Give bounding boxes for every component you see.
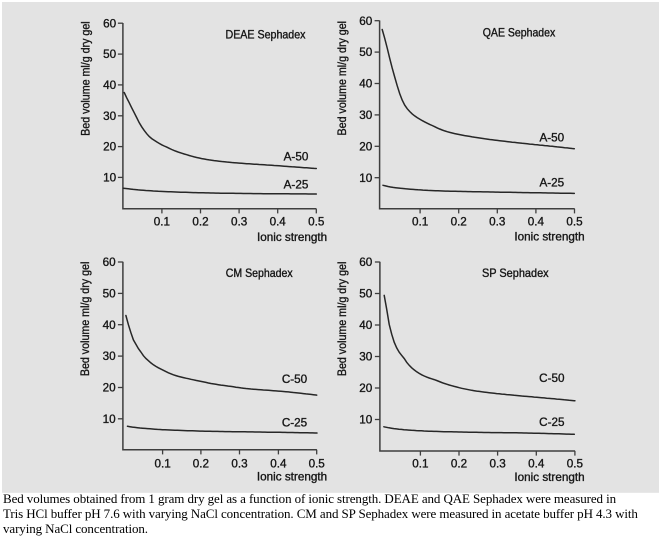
svg-text:0.4: 0.4 (270, 457, 287, 470)
svg-text:0.5: 0.5 (308, 216, 325, 229)
svg-text:A-50: A-50 (539, 132, 564, 145)
svg-text:60: 60 (359, 15, 373, 28)
svg-text:A-25: A-25 (284, 179, 309, 192)
svg-text:50: 50 (103, 48, 117, 61)
svg-text:20: 20 (359, 382, 373, 395)
svg-text:30: 30 (103, 350, 117, 363)
svg-text:40: 40 (359, 319, 373, 332)
svg-text:60: 60 (103, 17, 117, 30)
svg-text:40: 40 (103, 319, 117, 332)
svg-text:40: 40 (359, 78, 373, 91)
svg-text:0.5: 0.5 (566, 216, 583, 229)
svg-text:0.5: 0.5 (309, 457, 326, 470)
svg-text:30: 30 (359, 351, 373, 364)
svg-text:0.2: 0.2 (451, 457, 467, 470)
svg-text:0.1: 0.1 (412, 216, 428, 229)
svg-text:30: 30 (359, 109, 373, 122)
svg-text:10: 10 (103, 413, 117, 426)
svg-text:Bed volume ml/g dry gel: Bed volume ml/g dry gel (80, 21, 93, 136)
svg-text:0.3: 0.3 (231, 457, 247, 470)
svg-text:50: 50 (359, 46, 373, 59)
svg-text:0.4: 0.4 (270, 216, 287, 229)
svg-text:10: 10 (359, 414, 373, 427)
svg-text:Bed volume ml/g dry gel: Bed volume ml/g dry gel (79, 262, 92, 377)
svg-text:0.4: 0.4 (528, 216, 545, 229)
svg-text:C-50: C-50 (282, 373, 308, 386)
svg-text:0.2: 0.2 (192, 216, 208, 229)
svg-text:C-25: C-25 (282, 417, 308, 430)
svg-text:40: 40 (103, 79, 117, 92)
svg-text:60: 60 (359, 256, 373, 269)
svg-text:Ionic strength: Ionic strength (514, 231, 584, 244)
svg-text:0.4: 0.4 (528, 457, 545, 470)
svg-text:Ionic strength: Ionic strength (514, 471, 584, 484)
svg-text:20: 20 (103, 382, 117, 395)
svg-text:30: 30 (103, 110, 117, 123)
svg-text:C-50: C-50 (539, 372, 565, 385)
svg-text:DEAE Sephadex: DEAE Sephadex (226, 28, 306, 41)
svg-text:A-50: A-50 (284, 150, 309, 163)
svg-text:0.2: 0.2 (193, 457, 209, 470)
svg-text:0.3: 0.3 (489, 457, 505, 470)
svg-text:C-25: C-25 (539, 416, 565, 429)
svg-text:60: 60 (103, 256, 117, 269)
svg-text:QAE Sephadex: QAE Sephadex (483, 27, 556, 40)
svg-text:0.2: 0.2 (451, 216, 467, 229)
svg-text:0.1: 0.1 (412, 457, 428, 470)
svg-text:50: 50 (359, 288, 373, 301)
svg-text:10: 10 (359, 172, 373, 185)
svg-text:A-25: A-25 (539, 176, 564, 189)
svg-text:10: 10 (103, 172, 117, 185)
svg-text:20: 20 (359, 140, 373, 153)
svg-text:0.3: 0.3 (489, 216, 505, 229)
svg-text:Bed volume ml/g dry gel: Bed volume ml/g dry gel (336, 262, 349, 377)
svg-text:0.1: 0.1 (154, 457, 170, 470)
svg-text:20: 20 (103, 141, 117, 154)
svg-text:Ionic strength: Ionic strength (257, 231, 327, 244)
svg-text:0.3: 0.3 (231, 216, 247, 229)
svg-text:Bed volume ml/g dry gel: Bed volume ml/g dry gel (336, 21, 349, 136)
svg-text:SP Sephadex: SP Sephadex (482, 267, 549, 280)
svg-text:50: 50 (103, 288, 117, 301)
svg-text:Ionic strength: Ionic strength (257, 471, 327, 484)
svg-text:0.1: 0.1 (154, 216, 170, 229)
svg-text:CM Sephadex: CM Sephadex (226, 267, 293, 280)
svg-text:0.5: 0.5 (567, 457, 584, 470)
